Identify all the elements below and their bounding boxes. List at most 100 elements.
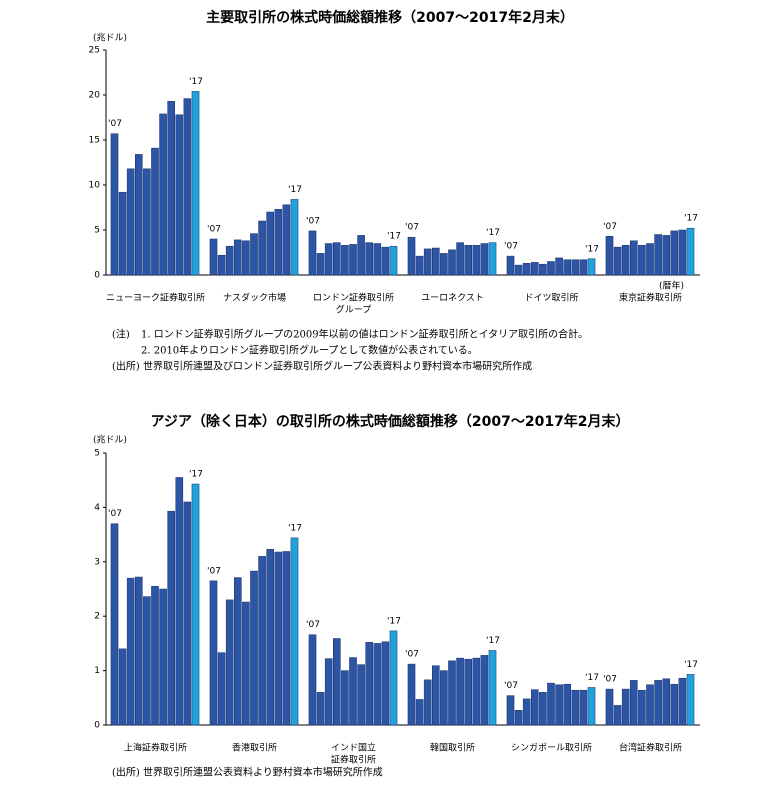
bar: [670, 230, 679, 276]
bar: [514, 264, 523, 276]
bar: [349, 244, 357, 276]
bar: [324, 658, 333, 726]
bar: [242, 601, 250, 726]
bar: [191, 483, 200, 726]
year-label: '07: [306, 216, 320, 226]
bar: [448, 249, 456, 276]
bar: [579, 259, 588, 276]
bar: [333, 638, 341, 726]
bar: [135, 154, 143, 276]
bar: [167, 510, 175, 726]
bar: [290, 199, 299, 276]
year-label: '07: [108, 509, 122, 519]
bar: [341, 245, 349, 276]
bar: [151, 586, 159, 726]
group-label: 証券取引所: [331, 754, 376, 766]
bar: [662, 235, 671, 276]
bar: [175, 477, 184, 726]
bar: [432, 665, 440, 726]
bar: [440, 670, 448, 726]
bar: [456, 242, 464, 276]
year-label: '17: [684, 660, 698, 670]
bar: [480, 243, 489, 276]
y-unit: (兆ドル): [93, 33, 127, 44]
bar: [547, 682, 555, 726]
chart-title: 主要取引所の株式時価総額推移（2007～2017年2月末）: [206, 9, 574, 26]
bar: [587, 258, 596, 276]
bar: [621, 245, 630, 276]
bar: [506, 255, 515, 276]
bar: [126, 577, 135, 726]
bar: [587, 687, 596, 726]
bar: [555, 684, 563, 726]
bar: [531, 262, 539, 276]
group-label: 香港取引所: [232, 742, 277, 754]
year-label: '07: [207, 225, 221, 235]
bar: [432, 247, 440, 276]
bar: [389, 245, 398, 276]
bar: [678, 229, 687, 276]
y-tick-label: 5: [94, 226, 100, 236]
bar: [274, 209, 283, 276]
y-tick-label: 1: [94, 666, 100, 676]
bar: [167, 101, 175, 276]
bar: [646, 243, 654, 276]
source: (出所) 世界取引所連盟及びロンドン証券取引所グループ公表資料より野村資本市場研…: [112, 360, 532, 373]
bar: [217, 652, 226, 726]
bar: [638, 245, 646, 276]
bar: [365, 242, 373, 276]
bar: [365, 642, 373, 726]
bar: [266, 211, 274, 276]
bar: [159, 588, 167, 726]
bar: [217, 254, 226, 276]
year-label: '17: [387, 232, 401, 242]
bar: [135, 576, 143, 726]
bar: [151, 147, 159, 276]
bar: [308, 634, 317, 726]
bar: [324, 243, 333, 276]
bar: [407, 663, 416, 726]
note: 2. 2010年よりロンドン証券取引所グループとして数値が公表されている。: [141, 344, 478, 357]
bar: [209, 238, 218, 276]
bar: [373, 643, 382, 726]
bar: [209, 580, 218, 726]
y-tick-label: 15: [89, 136, 100, 146]
year-label: '07: [504, 242, 518, 252]
bar: [234, 239, 242, 276]
bar: [555, 257, 563, 276]
bar: [373, 243, 382, 276]
bar: [415, 255, 424, 276]
bar: [579, 689, 588, 726]
bar: [547, 261, 555, 276]
note-label: (注): [112, 328, 130, 341]
year-label: '07: [207, 566, 221, 576]
bar: [621, 688, 630, 726]
bar: [126, 168, 135, 276]
bar: [686, 674, 695, 726]
bar: [308, 230, 317, 276]
bar: [282, 551, 291, 726]
y-tick-label: 20: [89, 91, 101, 101]
bar: [118, 648, 127, 726]
year-label: '17: [387, 616, 401, 626]
bar: [654, 680, 662, 726]
bar: [290, 537, 299, 726]
bar: [522, 263, 531, 276]
group-label: ナスダック市場: [223, 292, 286, 304]
bar: [159, 113, 167, 276]
bar: [333, 242, 341, 276]
group-label: ドイツ取引所: [524, 293, 578, 304]
bar: [225, 599, 234, 726]
year-label: '17: [288, 185, 302, 195]
bar: [357, 664, 365, 726]
chart-title: アジア（除く日本）の取引所の株式時価総額推移（2007～2017年2月末）: [150, 413, 629, 430]
y-tick-label: 0: [94, 271, 100, 281]
year-label: '07: [306, 620, 320, 630]
bar: [506, 695, 515, 726]
bar: [225, 245, 234, 276]
year-label: '07: [405, 650, 419, 660]
bar: [662, 678, 671, 726]
bar: [563, 259, 572, 276]
bar: [110, 133, 119, 276]
bar: [539, 263, 547, 276]
